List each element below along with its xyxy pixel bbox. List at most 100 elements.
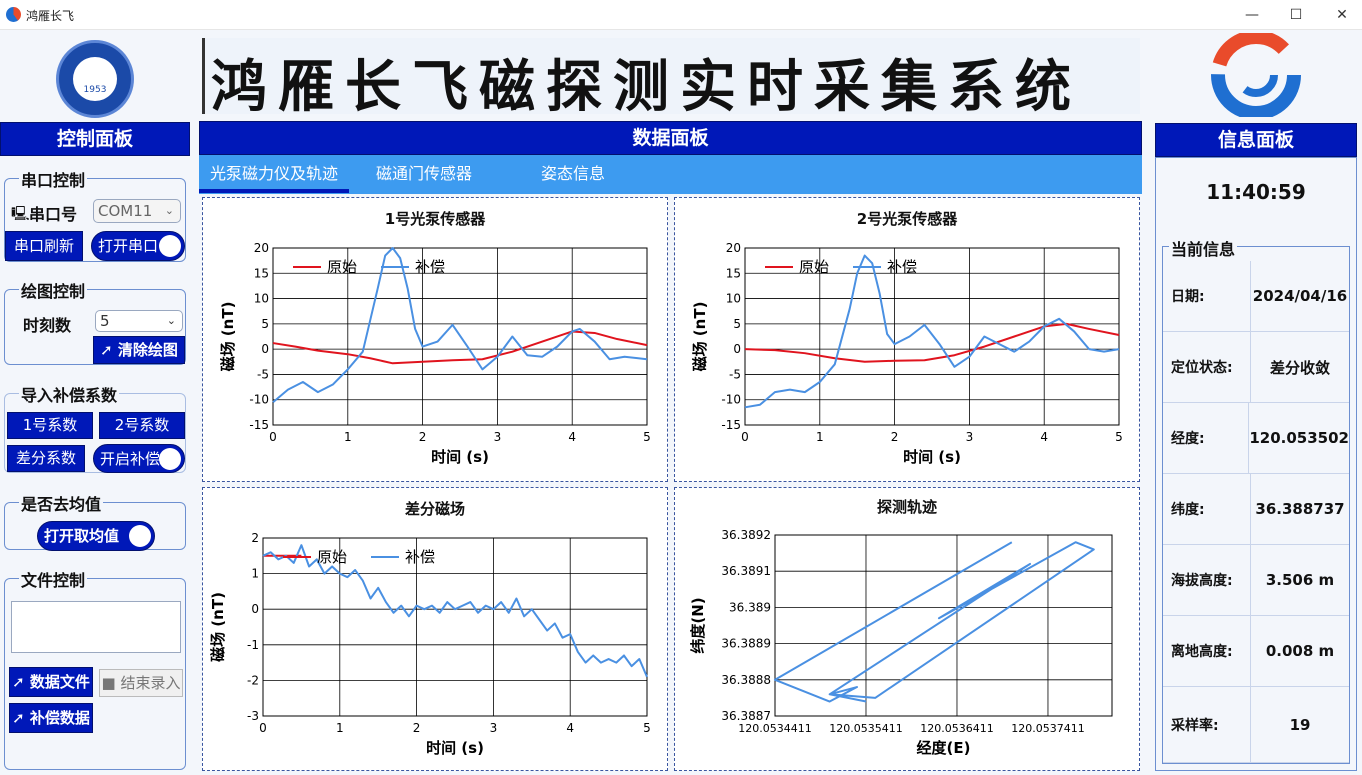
legend-label: 原始 — [317, 548, 347, 566]
info-value: 2024/04/16 — [1252, 287, 1348, 305]
comp-data-button[interactable]: ➚ 补偿数据 — [9, 703, 93, 733]
end-record-button[interactable]: ■ 结束录入 — [99, 669, 183, 697]
system-title: 鸿雁长飞磁探测实时采集系统 — [211, 55, 1082, 120]
info-row: 经度: 120.053502 — [1163, 403, 1349, 474]
y-tick-label: 0 — [261, 342, 269, 356]
series-line-track — [774, 541, 1095, 703]
y-tick-label: 36.389 — [729, 600, 771, 614]
info-label: 定位状态: — [1163, 332, 1251, 402]
x-tick-label: 0 — [269, 430, 277, 444]
x-tick-label: 2 — [413, 721, 421, 735]
legend-label: 原始 — [327, 258, 357, 276]
coef1-button[interactable]: 1号系数 — [7, 412, 93, 439]
chart-sensor1-svg: 0 1 2 3 4 5 20 15 10 5 0 -5 -10 -15 时间 (s) 磁场 (nT) 原始 补偿 — [219, 241, 651, 466]
clear-plot-button[interactable]: ➚ 清除绘图 — [93, 336, 185, 364]
comp-group-title: 导入补偿系数 — [19, 382, 120, 406]
x-tick-label: 4 — [566, 721, 574, 735]
serial-group: 串口控制 🖳 串口号 COM11 ⌄ 串口刷新 打开串口 — [4, 167, 186, 262]
x-tick-label: 5 — [643, 430, 651, 444]
y-tick-label: -1 — [247, 638, 259, 652]
series-line-原始 — [744, 322, 1120, 363]
plot-area — [774, 534, 1113, 717]
minimize-button[interactable]: — — [1245, 7, 1259, 23]
info-label: 日期: — [1163, 261, 1251, 331]
series-line-补偿 — [272, 247, 648, 404]
open-port-toggle[interactable]: 打开串口 — [91, 231, 185, 261]
y-tick-label: -3 — [247, 709, 259, 723]
open-port-label: 打开串口 — [98, 237, 159, 255]
x-tick-label: 120.0536411 — [920, 722, 993, 735]
tab-fluxgate[interactable]: 磁通门传感器 — [376, 164, 473, 183]
arrow-icon: ➚ — [12, 673, 30, 691]
data-file-button[interactable]: ➚ 数据文件 — [9, 667, 93, 697]
close-button[interactable]: ✕ — [1336, 7, 1348, 23]
info-row: 纬度: 36.388737 — [1163, 474, 1349, 545]
mean-group: 是否去均值 打开取均值 — [4, 491, 186, 551]
serial-group-title: 串口控制 — [19, 167, 88, 191]
legend-label: 原始 — [799, 258, 829, 276]
y-tick-label: 2 — [251, 531, 259, 545]
enable-comp-toggle[interactable]: 开启补偿 — [93, 444, 185, 473]
app-logo-icon — [6, 7, 21, 22]
y-tick-label: 36.3889 — [721, 637, 771, 651]
info-label: 纬度: — [1163, 474, 1251, 544]
info-value: 3.506 m — [1265, 571, 1335, 589]
info-panel-header: 信息面板 — [1155, 123, 1357, 157]
mean-toggle[interactable]: 打开取均值 — [37, 521, 155, 551]
refresh-port-button[interactable]: 串口刷新 — [5, 231, 83, 261]
diff-coef-button[interactable]: 差分系数 — [7, 445, 85, 472]
arrow-icon: ➚ — [100, 341, 118, 359]
chart-diff-svg: 0 1 2 3 4 5 2 1 0 -1 -2 -3 时间 (s) 磁场 (nT) 原始 补偿 — [209, 531, 651, 757]
university-emblem-icon: 1953 — [56, 40, 134, 118]
x-tick-label: 120.0535411 — [829, 722, 902, 735]
y-tick-label: -10 — [249, 393, 269, 407]
x-axis-label: 时间 (s) — [426, 739, 484, 757]
window-title: 鸿雁长飞 — [26, 9, 75, 23]
info-value: 0.008 m — [1265, 642, 1335, 660]
port-select[interactable]: COM11 ⌄ — [93, 199, 181, 223]
legend-label: 补偿 — [405, 548, 435, 566]
x-axis-label: 时间 (s) — [903, 448, 961, 466]
chart-track: 探测轨迹 120.0534411 120.0535411 120.0536411 12… — [674, 487, 1140, 771]
current-info-group: 当前信息 日期: 2024/04/16 定位状态: 差分收敛 经度: 120.053502… — [1162, 236, 1350, 764]
y-tick-label: 0 — [251, 602, 259, 616]
info-value: 19 — [1289, 715, 1311, 734]
plot-area — [744, 247, 1120, 426]
y-tick-label: 36.3888 — [721, 673, 771, 687]
x-tick-label: 0 — [741, 430, 749, 444]
chevron-down-icon: ⌄ — [164, 204, 174, 217]
info-label: 经度: — [1163, 403, 1250, 473]
chart-sensor1: 1号光泵传感器 0 1 2 3 4 5 20 15 10 5 0 -5 -10 -15 时间 (s) 磁场 (… — [202, 197, 668, 482]
coef2-button[interactable]: 2号系数 — [99, 412, 185, 439]
maximize-button[interactable]: ☐ — [1289, 7, 1303, 23]
y-axis-label: 磁场 (nT) — [219, 302, 237, 372]
emblem-year: 1953 — [73, 57, 117, 101]
tab-attitude[interactable]: 姿态信息 — [541, 164, 606, 183]
moments-select[interactable]: 5 ⌄ — [95, 310, 183, 332]
y-tick-label: 20 — [726, 241, 741, 255]
tab-optical-pump[interactable]: 光泵磁力仪及轨迹 — [199, 155, 349, 193]
plot-group: 绘图控制 时刻数 5 ⌄ ➚ 清除绘图 — [4, 278, 186, 365]
chart-title: 1号光泵传感器 — [384, 210, 486, 228]
enable-comp-label: 开启补偿 — [100, 450, 161, 468]
x-tick-label: 3 — [490, 721, 498, 735]
y-tick-label: -2 — [247, 673, 259, 687]
current-info-title: 当前信息 — [1169, 236, 1238, 260]
x-tick-label: 4 — [1040, 430, 1048, 444]
info-label: 采样率: — [1163, 687, 1251, 762]
toggle-knob — [159, 235, 181, 257]
file-path-textbox[interactable] — [11, 601, 181, 653]
info-label: 海拔高度: — [1163, 545, 1251, 615]
y-tick-label: 5 — [261, 317, 269, 331]
chart-title: 探测轨迹 — [876, 498, 937, 516]
x-tick-label: 0 — [259, 721, 267, 735]
moments-label: 时刻数 — [23, 316, 72, 335]
port-value: COM11 — [98, 202, 153, 220]
series-line-补偿 — [262, 544, 648, 678]
y-tick-label: 0 — [733, 342, 741, 356]
chart-sensor2-svg: 0 1 2 3 4 5 20 15 10 5 0 -5 -10 -15 时间 (s) 磁场 (nT) 原始 补偿 — [691, 241, 1123, 466]
y-tick-label: 10 — [726, 292, 741, 306]
x-tick-label: 1 — [816, 430, 824, 444]
data-panel-header: 数据面板 — [199, 121, 1142, 155]
y-tick-label: 20 — [254, 241, 269, 255]
